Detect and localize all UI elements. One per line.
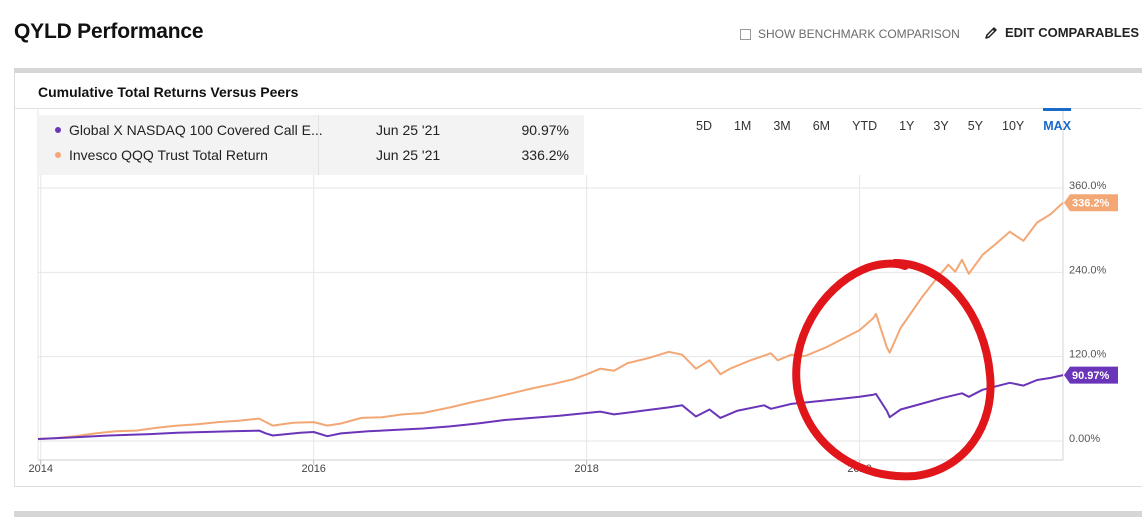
edit-comparables-label: EDIT COMPARABLES xyxy=(1005,25,1140,40)
range-1y[interactable]: 1Y xyxy=(899,119,915,133)
x-tick-label: 2016 xyxy=(301,463,325,475)
range-3m[interactable]: 3M xyxy=(773,119,791,133)
legend-date-qqq: Jun 25 '21 xyxy=(376,147,441,163)
range-5d[interactable]: 5D xyxy=(696,119,712,133)
range-6m[interactable]: 6M xyxy=(812,119,831,133)
benchmark-checkbox[interactable] xyxy=(740,28,751,40)
panel-title: Cumulative Total Returns Versus Peers xyxy=(38,84,299,100)
range-ytd[interactable]: YTD xyxy=(852,119,878,133)
edit-comparables-button[interactable]: EDIT COMPARABLES xyxy=(984,25,1139,40)
legend-value-qyld: 90.97% xyxy=(521,122,569,138)
legend-name-qyld: Global X NASDAQ 100 Covered Call E... xyxy=(69,122,323,138)
x-tick-label: 2014 xyxy=(28,463,52,475)
range-5y[interactable]: 5Y xyxy=(967,119,983,133)
legend-item-qqq[interactable]: Invesco QQQ Trust Total Return Jun 25 '2… xyxy=(38,142,584,168)
end-value-label-1: 90.97% xyxy=(1072,370,1110,382)
range-selector: 5D 1M 3M 6M YTD 1Y 3Y 5Y 10Y MAX xyxy=(696,108,1072,137)
range-1m[interactable]: 1M xyxy=(733,119,752,133)
legend-name-qqq: Invesco QQQ Trust Total Return xyxy=(69,147,268,163)
panel-header: Cumulative Total Returns Versus Peers xyxy=(15,73,1142,109)
benchmark-label: SHOW BENCHMARK COMPARISON xyxy=(758,27,960,41)
range-3y[interactable]: 3Y xyxy=(933,119,949,133)
range-max[interactable]: MAX xyxy=(1043,108,1072,137)
legend-date-qyld: Jun 25 '21 xyxy=(376,122,441,138)
y-tick-label: 0.00% xyxy=(1069,433,1100,445)
benchmark-toggle[interactable]: SHOW BENCHMARK COMPARISON xyxy=(740,27,960,41)
x-tick-label: 2018 xyxy=(574,463,598,475)
y-tick-label: 240.0% xyxy=(1069,264,1107,276)
series-line-1[interactable] xyxy=(37,374,1064,440)
legend-divider xyxy=(318,115,319,175)
series-line-0[interactable] xyxy=(37,201,1064,440)
legend-dot-qqq xyxy=(55,152,61,158)
chart-legend: Global X NASDAQ 100 Covered Call E... Ju… xyxy=(38,115,584,175)
legend-value-qqq: 336.2% xyxy=(521,147,569,163)
legend-item-qyld[interactable]: Global X NASDAQ 100 Covered Call E... Ju… xyxy=(38,117,584,143)
range-10y[interactable]: 10Y xyxy=(1002,119,1025,133)
legend-dot-qyld xyxy=(55,127,61,133)
page-title: QYLD Performance xyxy=(14,20,204,43)
end-value-label-0: 336.2% xyxy=(1072,198,1110,210)
next-panel-border xyxy=(14,511,1142,517)
annotation-circle xyxy=(792,259,995,481)
end-value-tag-1 xyxy=(1064,366,1118,384)
panel-top-border xyxy=(14,68,1142,73)
pencil-icon xyxy=(985,26,997,39)
y-tick-label: 120.0% xyxy=(1069,349,1107,361)
end-value-tag-0 xyxy=(1064,194,1118,212)
y-tick-label: 360.0% xyxy=(1069,180,1107,192)
